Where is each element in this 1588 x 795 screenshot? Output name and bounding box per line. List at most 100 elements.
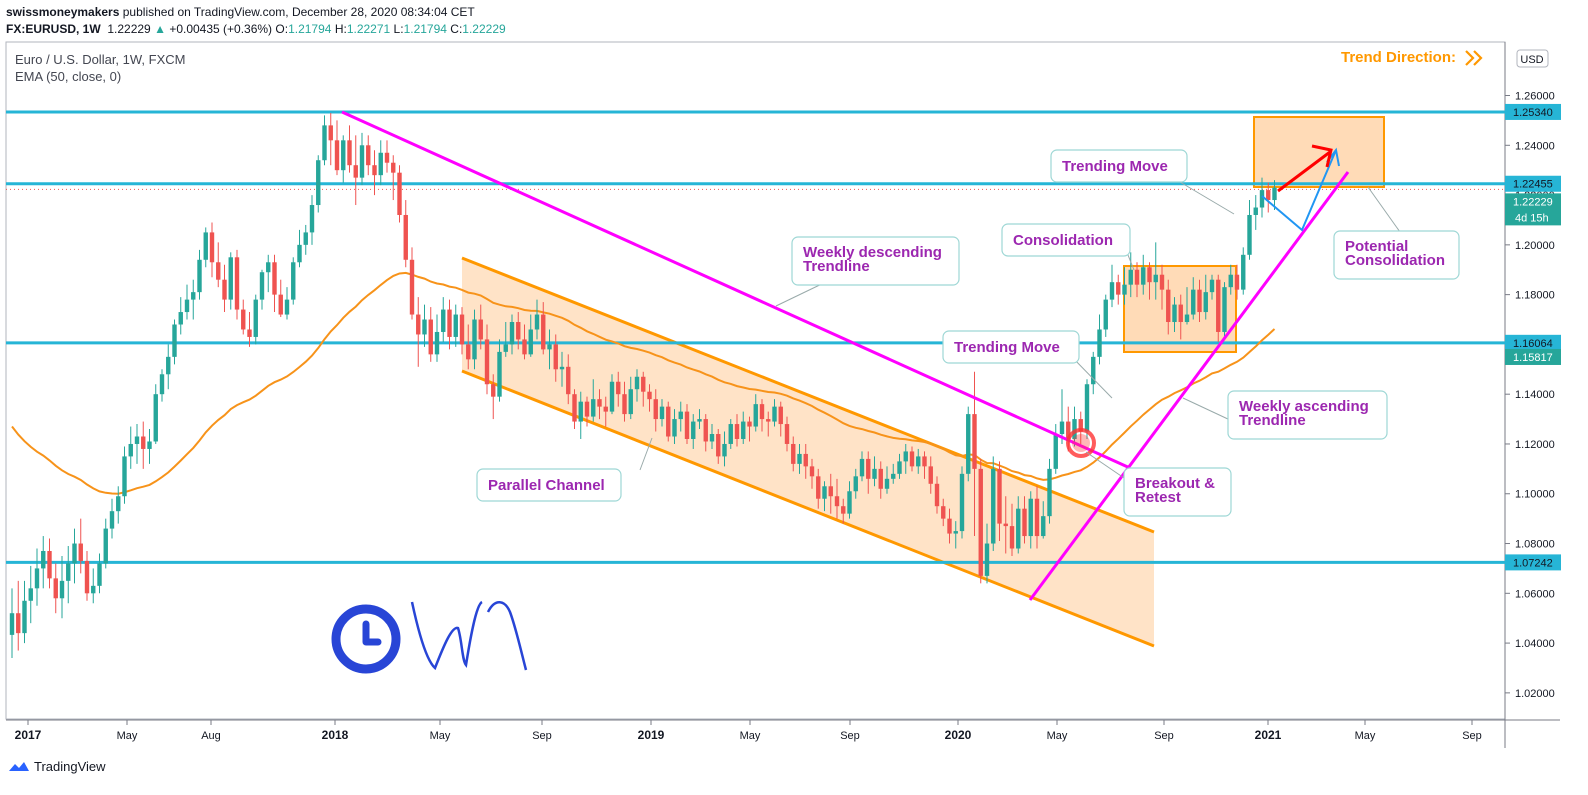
candle-body	[666, 406, 671, 437]
currency-badge[interactable]	[1516, 49, 1549, 68]
x-tick-label: May	[740, 730, 761, 742]
y-tick-label: 1.26000	[1515, 91, 1555, 103]
candle-body	[866, 458, 871, 479]
candle-body	[522, 339, 527, 355]
candle-body	[1084, 384, 1090, 432]
candle-body	[297, 244, 302, 263]
candle-body	[1247, 214, 1252, 255]
callout-box	[1123, 467, 1232, 517]
candle-body	[403, 214, 408, 260]
candle-body	[1034, 498, 1040, 537]
y-tick-label: 1.14000	[1515, 389, 1555, 401]
candle-body	[453, 314, 458, 337]
annotation-callout[interactable]: Breakout & Retest	[1123, 467, 1232, 517]
candle-body	[1053, 434, 1058, 469]
candle-body	[909, 451, 915, 467]
time-axis[interactable]: 2017 May Aug 2018 May Sep 2019 May Sep 2020 May Sep…	[15, 720, 1482, 742]
annotation-callout[interactable]: Potential Consolidation	[1333, 230, 1460, 280]
candle-body	[278, 294, 283, 315]
ascending-trendline[interactable]	[1028, 171, 1350, 601]
x-tick-label: Sep	[840, 730, 860, 742]
callout-text: Weekly descending Trendline	[803, 244, 942, 275]
candle-body	[266, 262, 271, 273]
x-tick-label: 2020	[945, 728, 972, 742]
candle-body	[378, 152, 383, 176]
candle-body	[253, 299, 258, 337]
x-tick-label: 2017	[15, 728, 42, 742]
owa-logo	[331, 600, 528, 674]
candle-body	[959, 473, 965, 532]
callout-box	[1333, 230, 1460, 280]
annotation-callout[interactable]: Trending Move	[1050, 149, 1188, 183]
price-axis[interactable]: 1.260001.240001.220001.200001.180001.160…	[1505, 91, 1561, 700]
annotation-callout[interactable]: Weekly descending Trendline	[791, 236, 960, 286]
candle-body	[159, 374, 165, 395]
annotation-callout[interactable]: Trending Move	[942, 330, 1080, 364]
candle-body	[1066, 421, 1071, 439]
candle-body	[872, 468, 877, 479]
candle-body	[234, 257, 240, 310]
last-price-tag	[1505, 193, 1561, 226]
candle-body	[541, 314, 546, 350]
callout-box	[1050, 149, 1188, 183]
x-tick-label: May	[1047, 730, 1068, 742]
candle-body	[516, 322, 521, 340]
parallel-channel[interactable]	[461, 256, 1155, 648]
y-tick-label: 1.02000	[1515, 688, 1555, 700]
callout-box	[791, 236, 960, 286]
candle-body	[691, 421, 696, 439]
change-up-icon: ▲	[154, 22, 166, 36]
y-tick-label: 1.04000	[1515, 638, 1555, 650]
projection-arrow-red	[1277, 150, 1331, 193]
candle-body	[847, 491, 852, 514]
annotation-callout[interactable]: Weekly ascending Trendline	[1227, 390, 1388, 440]
candle-body	[172, 324, 177, 357]
candle-body	[1116, 282, 1121, 295]
candle-body	[628, 389, 633, 415]
callout-box	[1227, 390, 1388, 440]
candle-body	[1178, 304, 1183, 323]
candle-body	[303, 232, 308, 245]
candle-body	[991, 468, 996, 544]
callout-text: Potential Consolidation	[1345, 238, 1445, 269]
ema-price-tag	[1505, 348, 1561, 365]
projection-path-blue	[1261, 149, 1337, 232]
candle-body	[472, 319, 477, 360]
candle-body	[1272, 187, 1277, 201]
y-tick-label: 1.10000	[1515, 489, 1555, 501]
legend-title: Euro / U.S. Dollar, 1W, FXCM	[15, 52, 186, 67]
candle-body	[216, 262, 221, 280]
candle-body	[916, 456, 921, 467]
candle-body	[766, 419, 771, 422]
x-tick-label: Sep	[532, 730, 552, 742]
x-tick-label: Aug	[201, 730, 221, 742]
author-name[interactable]: swissmoneymakers	[6, 5, 120, 19]
candle-body	[1259, 190, 1265, 208]
candle-body	[1203, 292, 1208, 313]
x-tick-label: 2021	[1255, 728, 1282, 742]
candle-body	[103, 528, 108, 564]
candle-body	[1022, 508, 1027, 537]
annotation-callout[interactable]: Consolidation	[1001, 223, 1131, 257]
x-tick-label: 2019	[638, 728, 665, 742]
candle-body	[859, 458, 865, 477]
candle-body	[1172, 304, 1177, 323]
last-price: 1.22229	[107, 22, 151, 36]
candle-body	[84, 560, 90, 594]
channel-upper-line[interactable]	[461, 256, 1155, 534]
channel-lower-line[interactable]	[461, 369, 1155, 648]
candle-body	[1166, 289, 1171, 323]
potential-consolidation-box[interactable]	[1253, 116, 1385, 188]
candle-body	[178, 312, 183, 325]
descending-trendline[interactable]	[341, 110, 1131, 470]
ohlc-line: FX:EURUSD, 1W 1.22229 ▲ +0.00435 (+0.36%…	[6, 22, 506, 36]
candle-body	[553, 344, 558, 370]
candle-body	[803, 453, 808, 467]
candle-body	[884, 478, 890, 489]
level-price-label: 1.22455	[1513, 179, 1553, 191]
footer-brand[interactable]: TradingView	[8, 759, 106, 774]
annotation-callout[interactable]: Parallel Channel	[476, 468, 622, 502]
candle-body	[684, 411, 690, 439]
x-tick-label: Sep	[1462, 730, 1482, 742]
